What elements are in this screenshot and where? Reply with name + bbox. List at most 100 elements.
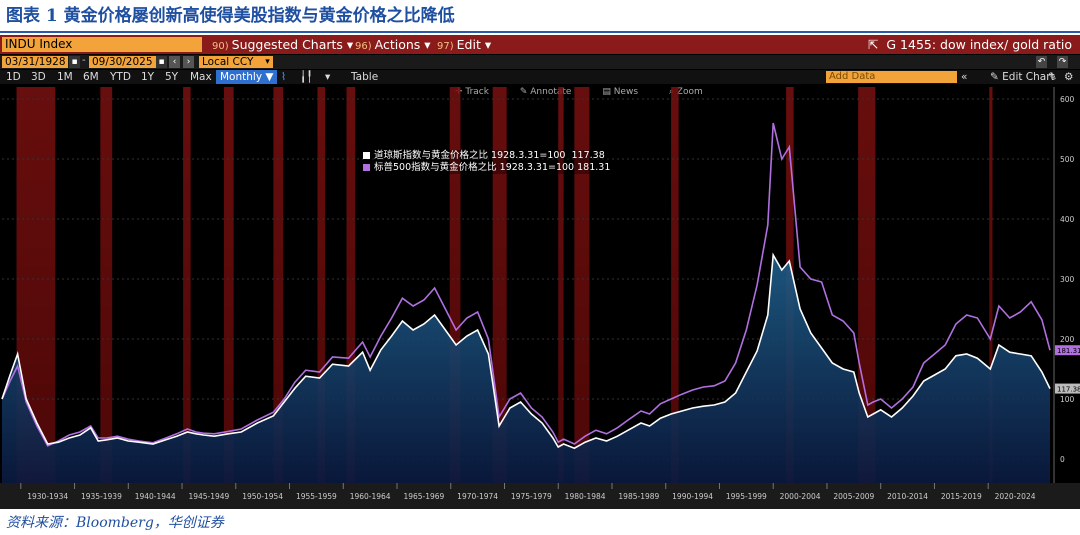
recession-band (273, 87, 284, 483)
period-1d[interactable]: 1D (6, 71, 21, 83)
annotate-label: Annotate (530, 87, 572, 97)
collapse-icon[interactable]: « (961, 71, 968, 83)
gear-icon[interactable]: ⚙ (1064, 71, 1074, 83)
track-label: Track (465, 87, 489, 97)
legend: 道琼斯指数与黄金价格之比 1928.3.31=100 117.38 标普500指… (363, 150, 611, 174)
menu-label: Edit ▾ (456, 37, 492, 52)
x-tick-label: 2005-2009 (833, 492, 874, 501)
x-tick-label: 1965-1969 (403, 492, 444, 501)
recession-band (317, 87, 325, 483)
legend-label: 标普500指数与黄金价格之比 1928.3.31=100 (374, 162, 575, 173)
y-tick-label: 400 (1060, 215, 1075, 224)
date-bar: 03/31/1928 ▪ - 09/30/2025 ▪ ‹ › Local CC… (0, 55, 1080, 69)
recession-band (492, 87, 507, 483)
chevron-down-icon[interactable]: ▾ (325, 71, 331, 83)
last-value-dow: 117.38 (1057, 386, 1080, 394)
recession-band (558, 87, 564, 483)
start-date-input[interactable]: 03/31/1928 (2, 56, 68, 68)
draw-icon[interactable]: ✎ (1048, 71, 1057, 83)
menu-label: Suggested Charts ▾ (231, 37, 354, 52)
line-chart-icon[interactable]: ⌇ (281, 71, 287, 83)
undo-icon[interactable]: ↶ (1036, 56, 1047, 68)
legend-item-sp500[interactable]: 标普500指数与黄金价格之比 1928.3.31=100 181.31 (363, 162, 610, 174)
x-tick-label: 1975-1979 (511, 492, 552, 501)
y-axis: 0 100 200 300 400 500 600 (1053, 87, 1075, 483)
edit-chart-label: Edit Chart (1002, 71, 1055, 83)
period-1y[interactable]: 1Y (141, 71, 155, 83)
edit-chart-button[interactable]: ✎ Edit Chart (990, 70, 1055, 84)
recession-band (989, 87, 993, 483)
period-bar: 1D 3D 1M 6M YTD 1Y 5Y Max Monthly ▼ ⌇ ╽╿… (0, 70, 1080, 84)
date-separator: - (82, 55, 86, 66)
menu-number: 90) (212, 41, 229, 52)
y-tick-label: 600 (1060, 95, 1075, 104)
figure-title: 图表 1 黄金价格屡创新高使得美股指数与黄金价格之比降低 (6, 6, 455, 26)
period-max[interactable]: Max (190, 71, 212, 83)
last-value-dow-tag (1055, 383, 1080, 394)
frequency-select[interactable]: Monthly ▼ (216, 70, 278, 84)
x-tick-label: 1995-1999 (726, 492, 767, 501)
x-tick-label: 1935-1939 (81, 492, 122, 501)
x-tick-label: 1985-1989 (618, 492, 659, 501)
x-tick-label: 1955-1959 (296, 492, 337, 501)
period-6m[interactable]: 6M (83, 71, 99, 83)
end-date-input[interactable]: 09/30/2025 (89, 56, 157, 68)
legend-label: 道琼斯指数与黄金价格之比 1928.3.31=100 (374, 150, 566, 161)
bar-type-icon[interactable]: ╽╿ (300, 71, 313, 83)
currency-select[interactable]: Local CCY (199, 56, 265, 68)
period-ytd[interactable]: YTD (110, 71, 131, 83)
y-tick-label: 200 (1060, 335, 1075, 344)
external-link-icon[interactable]: ⇱ (867, 37, 879, 52)
y-tick-label: 500 (1060, 155, 1075, 164)
recession-band (858, 87, 876, 483)
next-arrow-icon[interactable]: › (183, 56, 194, 68)
legend-value: 181.31 (577, 162, 611, 173)
recession-band (346, 87, 356, 483)
ticker-input[interactable]: INDU Index (2, 37, 202, 52)
legend-value: 117.38 (571, 150, 605, 161)
last-value-tags: 181.31 117.38 (1055, 345, 1080, 394)
news-tool[interactable]: ▤ News (602, 87, 639, 97)
title-rule (0, 31, 1080, 33)
calendar-icon[interactable]: ▪ (156, 56, 167, 68)
recession-band (100, 87, 113, 483)
recession-band (449, 87, 461, 483)
period-3d[interactable]: 3D (31, 71, 46, 83)
zoom-label: Zoom (676, 87, 703, 97)
menu-bar: INDU Index 90) Suggested Charts ▾ 96) Acti… (0, 35, 1080, 54)
pencil-icon: ✎ (990, 71, 1003, 83)
x-tick-label: 1960-1964 (350, 492, 391, 501)
period-5y[interactable]: 5Y (165, 71, 179, 83)
y-tick-label: 300 (1060, 275, 1075, 284)
calendar-icon[interactable]: ▪ (69, 56, 80, 68)
function-title: ⇱ G 1455: dow index/ gold ratio (868, 36, 1072, 53)
series-line-dow (1, 252, 1051, 450)
series-line-sp500 (1, 122, 1051, 447)
legend-swatch (363, 164, 370, 171)
add-data-input[interactable]: Add Data (826, 71, 957, 83)
x-tick-label: 1990-1994 (672, 492, 713, 501)
menu-actions[interactable]: 96) Actions ▾ (355, 36, 431, 53)
table-button[interactable]: Table (351, 71, 379, 83)
menu-edit[interactable]: 97) Edit ▾ (437, 36, 491, 53)
legend-item-dow[interactable]: 道琼斯指数与黄金价格之比 1928.3.31=100 117.38 (363, 150, 610, 162)
redo-icon[interactable]: ↷ (1057, 56, 1068, 68)
recession-band (574, 87, 590, 483)
annotate-tool[interactable]: ✎ Annotate (519, 87, 572, 97)
legend-swatch (363, 152, 370, 159)
y-tick-label: 0 (1060, 455, 1065, 464)
x-tick-label: 2000-2004 (780, 492, 821, 501)
prev-arrow-icon[interactable]: ‹ (169, 56, 180, 68)
figure-source: 资料来源：Bloomberg，华创证券 (6, 515, 224, 531)
dow-area (2, 255, 1050, 483)
period-1m[interactable]: 1M (57, 71, 73, 83)
x-tick-label: 1950-1954 (242, 492, 283, 501)
menu-suggested-charts[interactable]: 90) Suggested Charts ▾ (212, 36, 353, 53)
last-value-sp500-tag (1055, 345, 1080, 356)
x-tick-label: 1940-1944 (135, 492, 176, 501)
last-value-sp500: 181.31 (1057, 347, 1080, 355)
recession-band (671, 87, 679, 483)
x-tick-label: 2015-2019 (941, 492, 982, 501)
chevron-down-icon[interactable]: ▾ (262, 56, 273, 68)
